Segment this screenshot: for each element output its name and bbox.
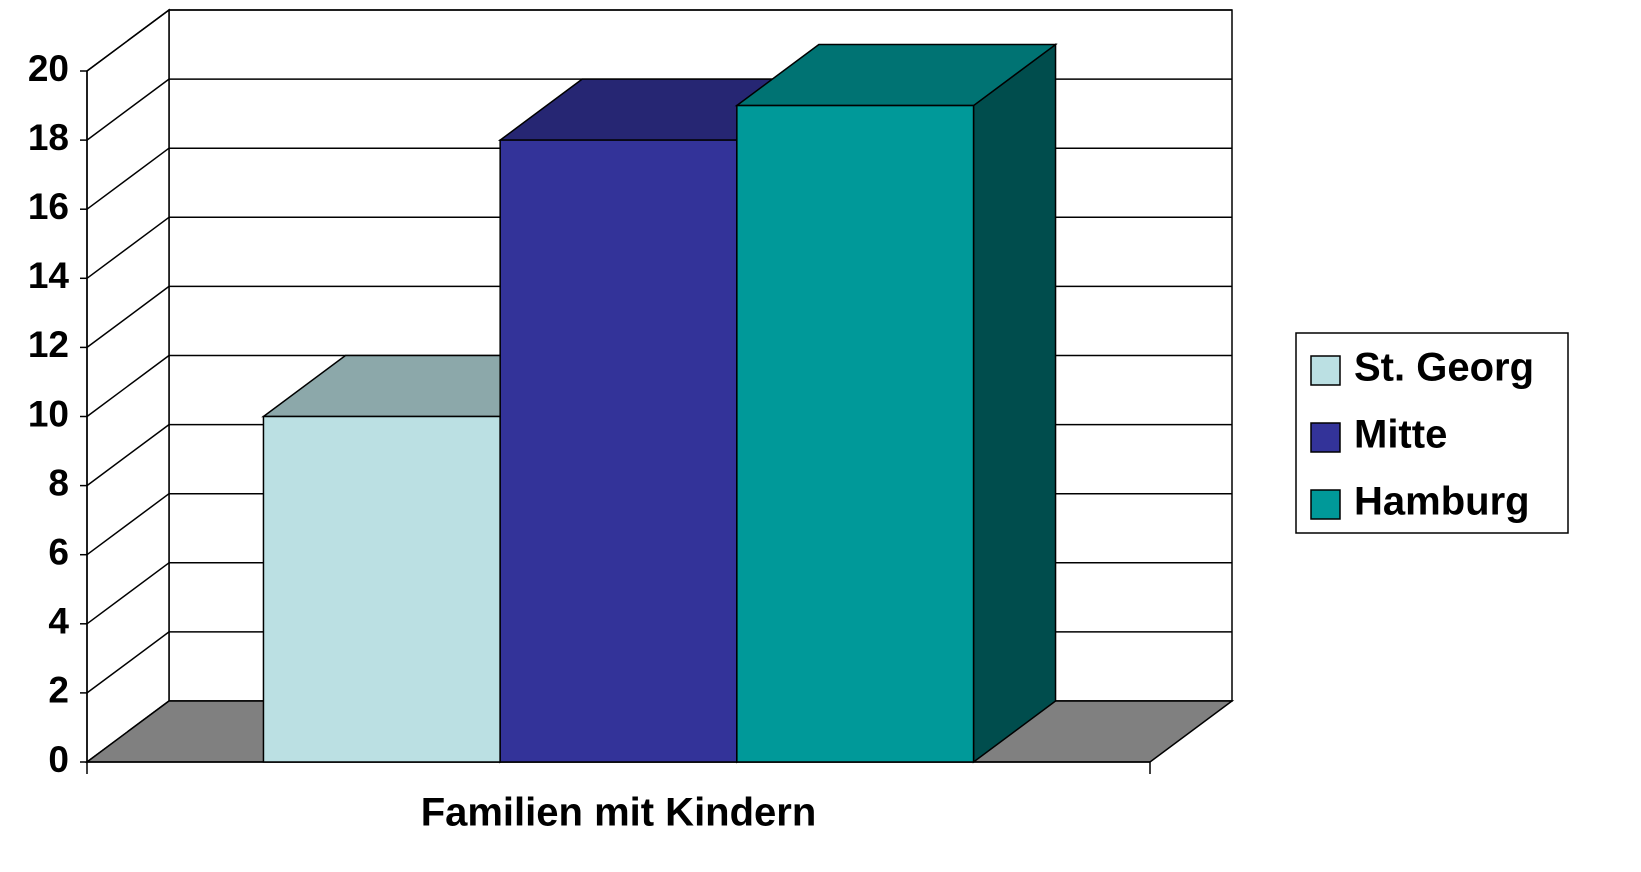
y-tick-label: 6 <box>48 531 69 572</box>
side-grid-line <box>86 9 170 72</box>
side-grid-line <box>86 216 170 279</box>
y-tick-label: 8 <box>48 462 69 503</box>
bar <box>736 104 975 763</box>
side-grid-line <box>86 423 170 487</box>
legend-label: St. Georg <box>1354 346 1534 390</box>
y-tick-label: 4 <box>48 601 69 642</box>
y-tick-label: 2 <box>48 670 69 711</box>
y-tick-label: 0 <box>48 739 69 780</box>
side-grid-line <box>86 493 170 556</box>
legend-label: Mitte <box>1354 413 1447 457</box>
bar-side <box>972 43 1057 764</box>
y-tick-label: 12 <box>28 324 69 365</box>
y-tick-label: 18 <box>28 117 69 158</box>
y-tick-label: 16 <box>28 186 69 227</box>
y-tick-label: 10 <box>28 393 69 434</box>
y-tick-label: 20 <box>28 48 69 89</box>
legend <box>1295 332 1569 534</box>
legend-swatch <box>1310 422 1341 453</box>
bar <box>262 415 501 763</box>
y-tick-label: 14 <box>28 255 70 296</box>
side-grid-line <box>86 78 170 141</box>
side-grid-line <box>86 631 170 694</box>
side-grid-line <box>86 285 170 349</box>
side-grid-line <box>86 354 170 418</box>
legend-swatch <box>1310 355 1341 386</box>
legend-swatch <box>1310 489 1341 520</box>
side-grid-line <box>86 562 170 625</box>
x-tick-label: Familien mit Kindern <box>421 791 817 835</box>
bar <box>499 139 738 763</box>
legend-label: Hamburg <box>1354 480 1530 524</box>
side-grid-line <box>86 147 170 210</box>
